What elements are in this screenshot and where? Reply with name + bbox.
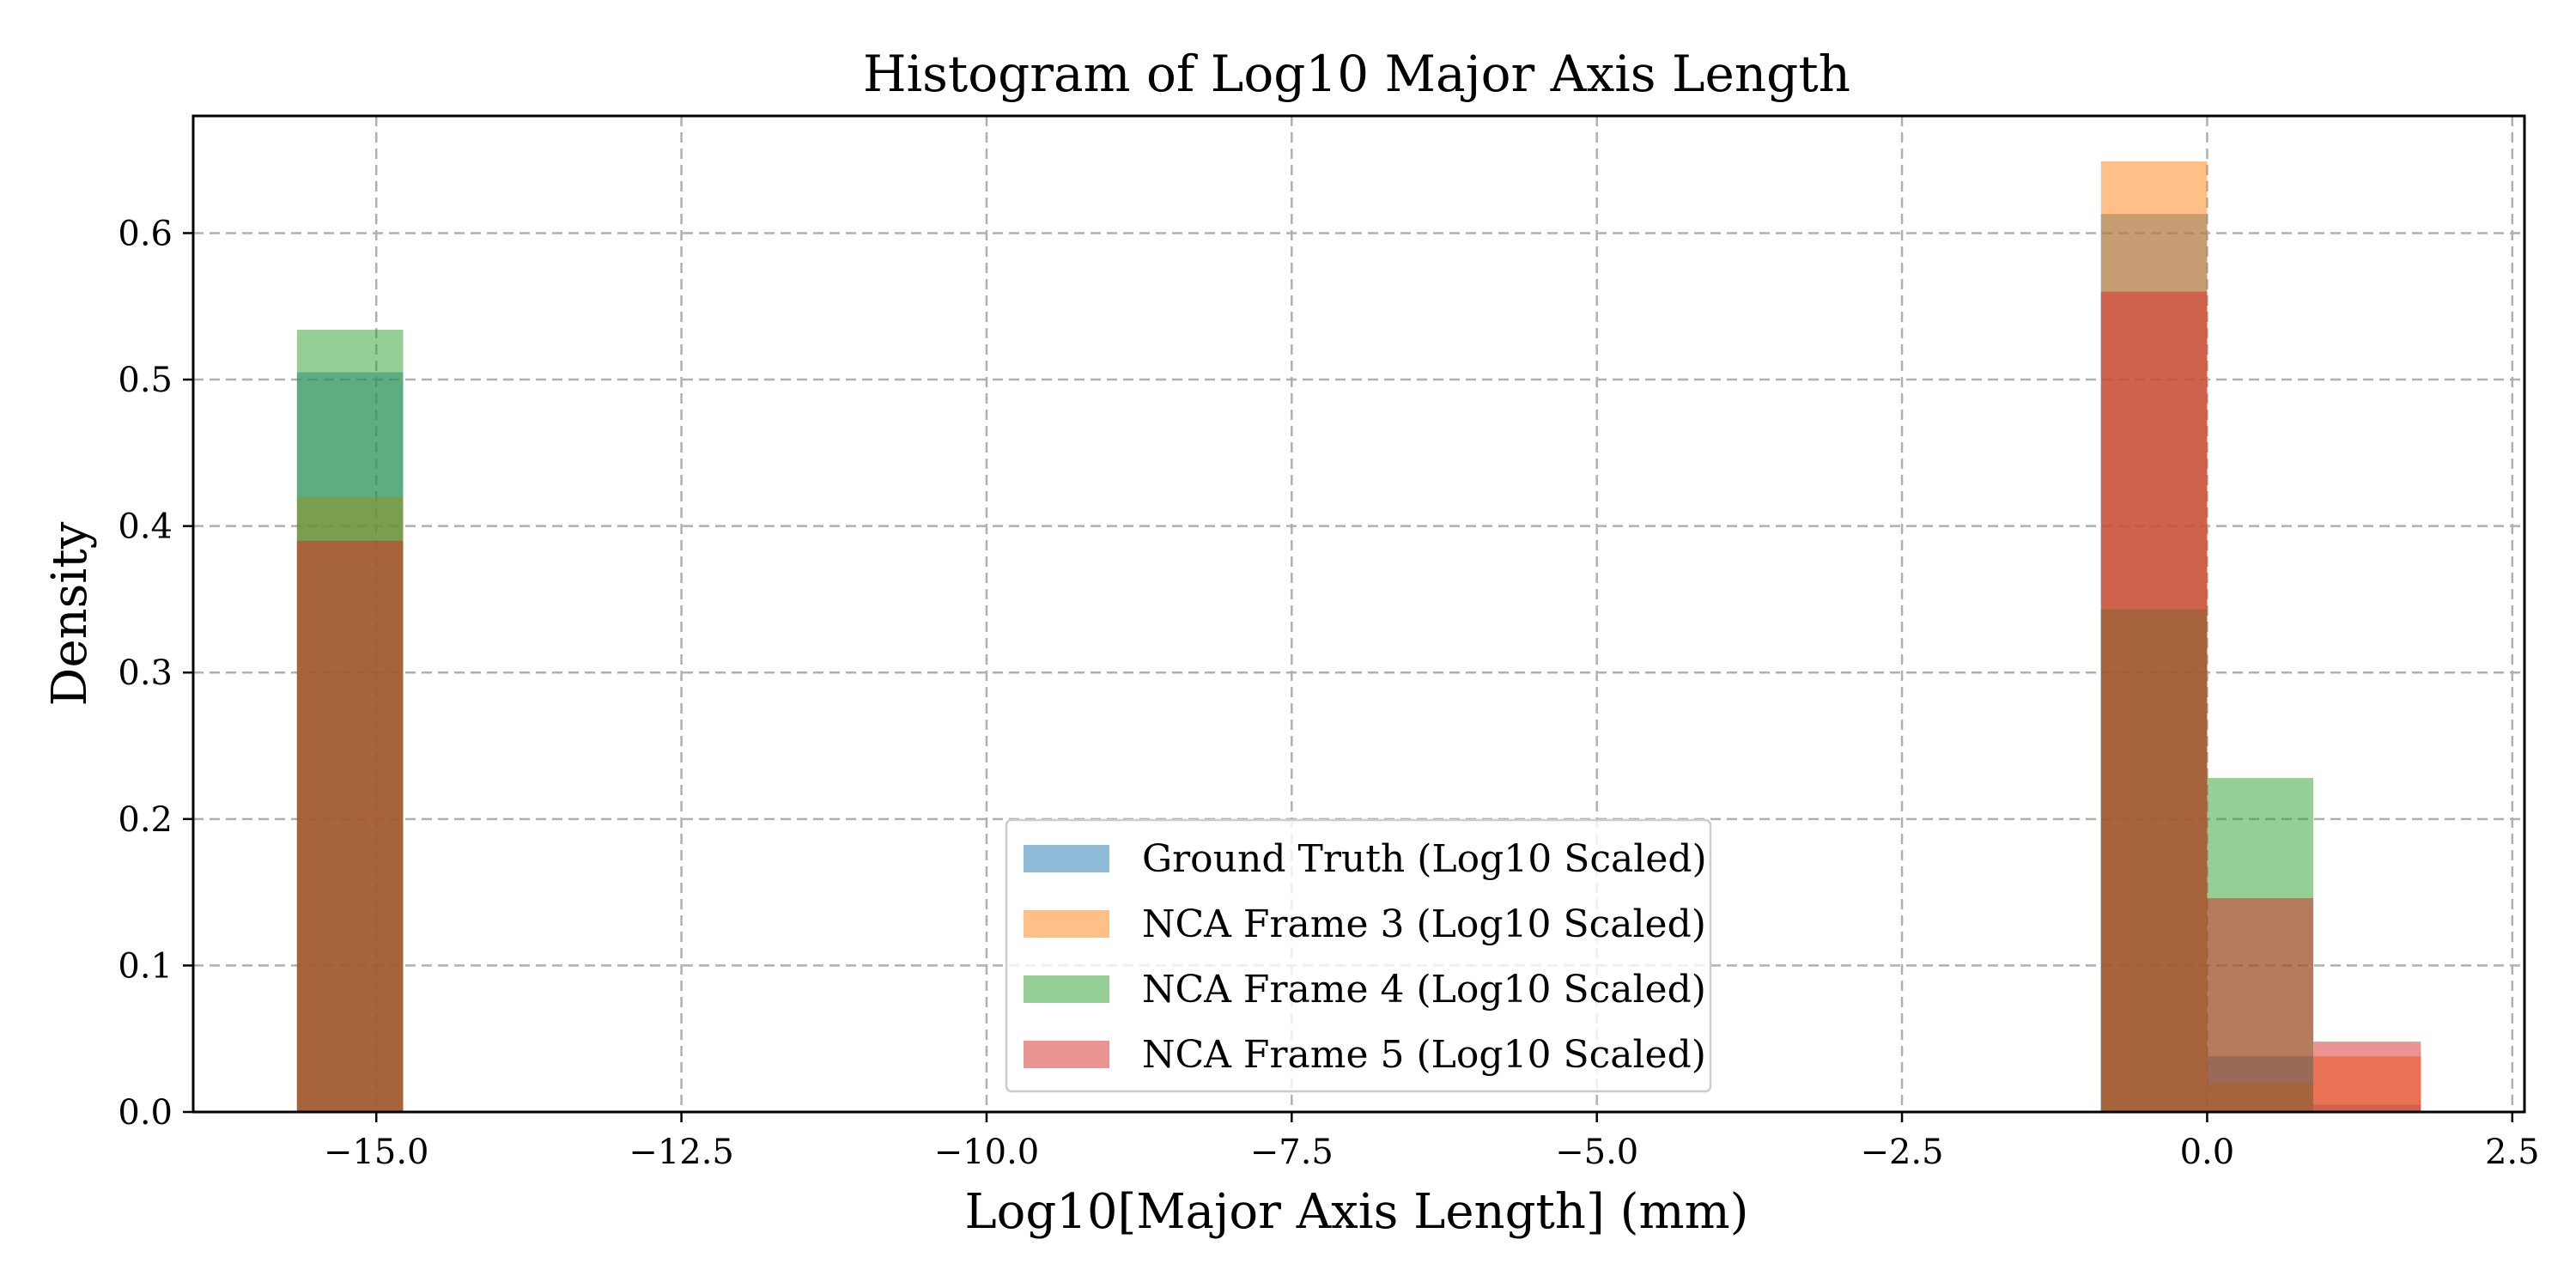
y-tick-label: 0.3 <box>118 653 173 693</box>
y-axis-label: Density <box>42 521 98 706</box>
x-tick-label: −2.5 <box>1860 1133 1943 1172</box>
x-tick-label: −12.5 <box>629 1133 734 1172</box>
y-tick-label: 0.0 <box>118 1093 173 1133</box>
histogram-bar <box>2100 291 2208 1112</box>
histogram-bar <box>2313 1042 2421 1112</box>
legend-swatch <box>1024 1041 1109 1068</box>
x-tick-label: 2.5 <box>2485 1133 2540 1172</box>
histogram-bars <box>296 161 2421 1113</box>
plot-frame <box>191 114 2526 1114</box>
x-tick-label: −5.0 <box>1555 1133 1638 1172</box>
y-tick-label: 0.5 <box>118 361 173 400</box>
legend-swatch <box>1024 975 1109 1003</box>
x-tick-label: −7.5 <box>1250 1133 1334 1172</box>
x-tick-label: −15.0 <box>324 1133 429 1172</box>
y-tick-label: 0.2 <box>118 800 173 840</box>
y-tick-label: 0.1 <box>118 946 173 986</box>
legend-label: Ground Truth (Log10 Scaled) <box>1142 837 1707 881</box>
y-tick-label: 0.6 <box>118 214 173 253</box>
legend: Ground Truth (Log10 Scaled) NCA Frame 3 (… <box>1005 818 1712 1093</box>
histogram-bar <box>2207 897 2314 1112</box>
legend-box <box>1005 818 1712 1093</box>
x-tick-label: −10.0 <box>934 1133 1040 1172</box>
legend-label: NCA Frame 4 (Log10 Scaled) <box>1142 968 1706 1012</box>
legend-label: NCA Frame 3 (Log10 Scaled) <box>1142 902 1706 946</box>
chart-title: Histogram of Log10 Major Axis Length <box>863 45 1850 103</box>
legend-swatch <box>1024 910 1109 938</box>
y-tick-label: 0.4 <box>118 507 173 547</box>
histogram-bar <box>296 540 404 1112</box>
legend-label: NCA Frame 5 (Log10 Scaled) <box>1142 1033 1706 1077</box>
y-axis-ticks: 0.0 0.1 0.2 0.3 0.4 0.5 0.6 <box>118 214 193 1133</box>
x-tick-label: 0.0 <box>2180 1133 2235 1172</box>
x-axis-label: Log10[Major Axis Length] (mm) <box>964 1184 1748 1240</box>
legend-swatch <box>1024 845 1109 872</box>
x-axis-ticks: −15.0 −12.5 −10.0 −7.5 −5.0 −2.5 0.0 2.5 <box>324 1112 2540 1172</box>
